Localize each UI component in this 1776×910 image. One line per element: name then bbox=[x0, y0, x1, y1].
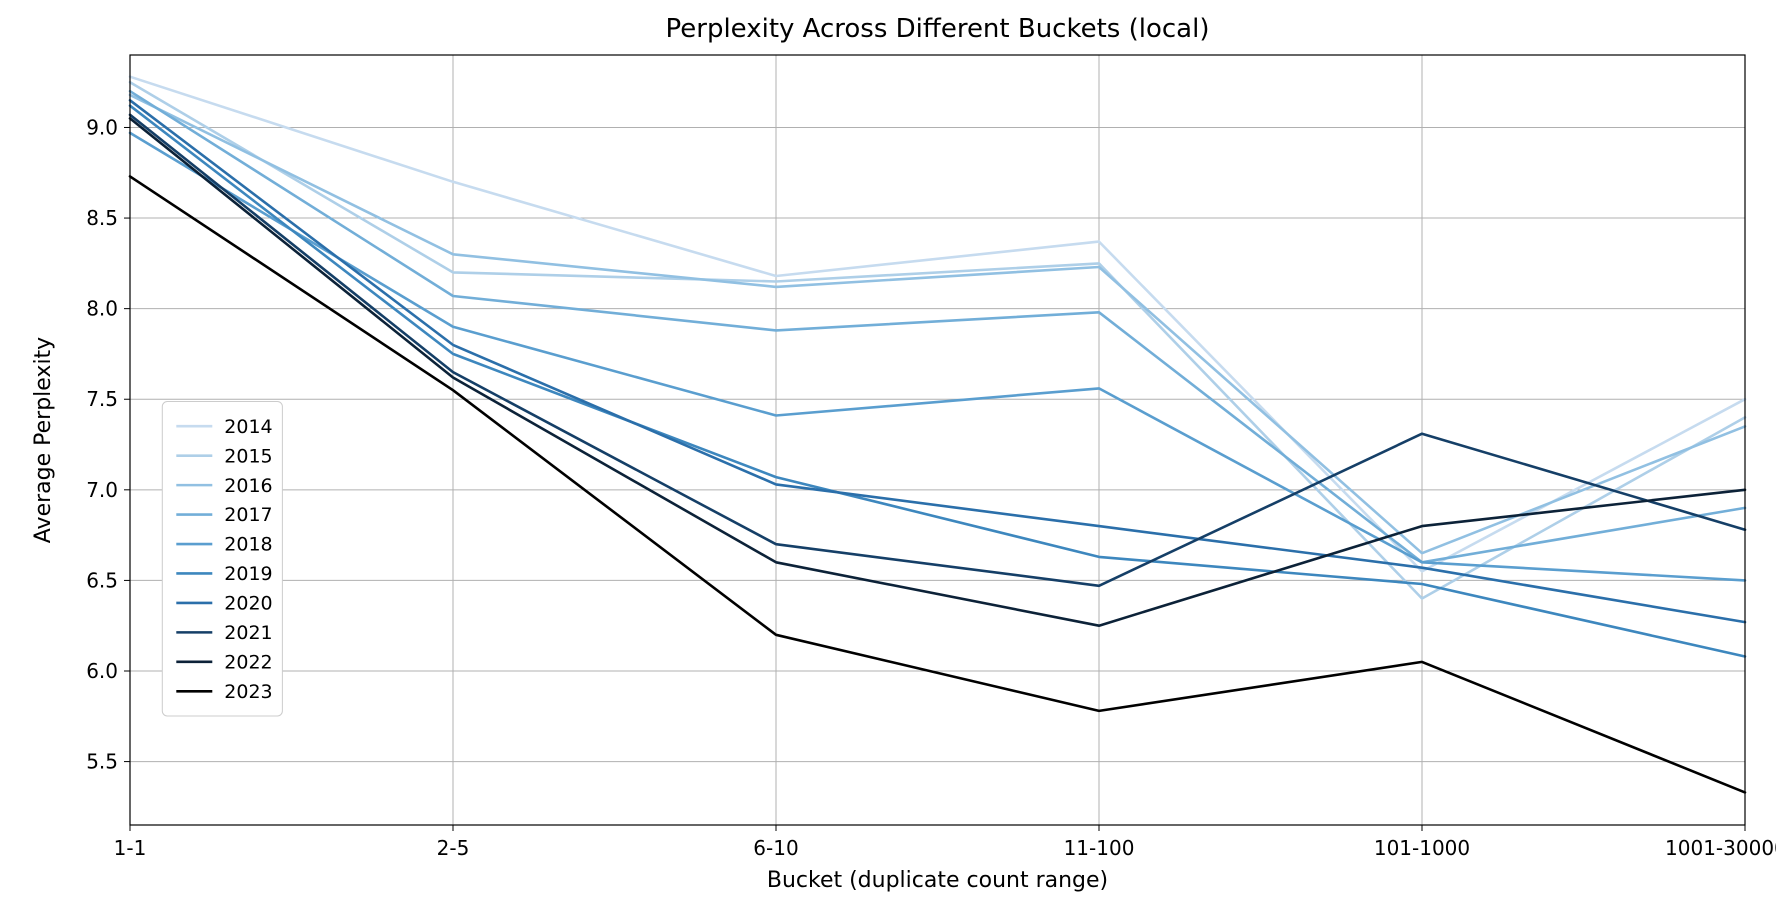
x-axis-label: Bucket (duplicate count range) bbox=[767, 868, 1108, 893]
y-tick-label: 5.5 bbox=[86, 750, 118, 774]
y-tick-label: 7.5 bbox=[86, 387, 118, 411]
x-tick-label: 1-1 bbox=[114, 836, 147, 860]
legend: 2014 2015 2016 2017 2018 2019 2020 2021 2022 2023 bbox=[162, 402, 282, 717]
y-tick-label: 8.0 bbox=[86, 297, 118, 321]
x-tick-label: 11-100 bbox=[1064, 836, 1135, 860]
y-tick-label: 8.5 bbox=[86, 206, 118, 230]
legend-label: 2022 bbox=[224, 651, 272, 673]
y-tick-label: 6.0 bbox=[86, 659, 118, 683]
legend-label: 2021 bbox=[224, 622, 272, 644]
chart-title: Perplexity Across Different Buckets (loc… bbox=[666, 14, 1210, 44]
legend-label: 2023 bbox=[224, 681, 272, 703]
y-tick-label: 6.5 bbox=[86, 568, 118, 592]
x-tick-label: 2-5 bbox=[437, 836, 470, 860]
legend-label: 2015 bbox=[224, 445, 272, 467]
legend-label: 2020 bbox=[224, 593, 272, 615]
y-tick-label: 7.0 bbox=[86, 478, 118, 502]
x-tick-label: 101-1000 bbox=[1374, 836, 1470, 860]
legend-label: 2017 bbox=[224, 504, 272, 526]
chart-container: 1-1 2-5 6-10 11-100 101-1000 1001-30000000 5.5… bbox=[0, 0, 1776, 910]
y-axis-label: Average Perplexity bbox=[31, 337, 56, 543]
legend-label: 2016 bbox=[224, 475, 272, 497]
legend-label: 2018 bbox=[224, 534, 272, 556]
x-tick-label: 1001-30000000 bbox=[1665, 836, 1776, 860]
x-tick-label: 6-10 bbox=[753, 836, 798, 860]
legend-label: 2014 bbox=[224, 416, 272, 438]
legend-label: 2019 bbox=[224, 563, 272, 585]
perplexity-chart: 1-1 2-5 6-10 11-100 101-1000 1001-30000000 5.5… bbox=[0, 0, 1776, 910]
y-tick-label: 9.0 bbox=[86, 115, 118, 139]
